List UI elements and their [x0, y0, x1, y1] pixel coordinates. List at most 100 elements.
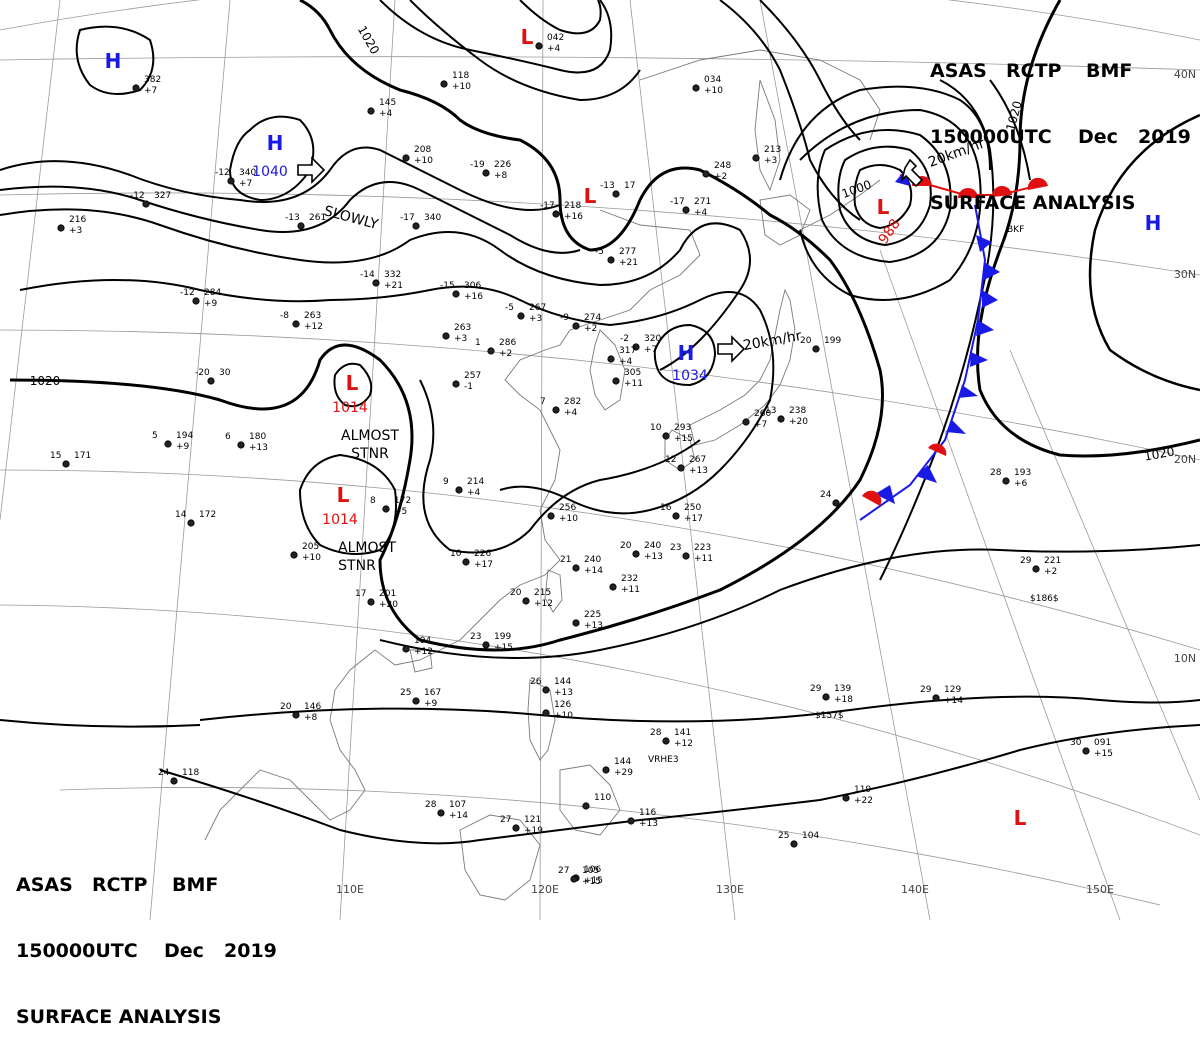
central-pressure-value: 1034	[672, 368, 708, 384]
station-circle-icon	[193, 298, 199, 304]
station-tendency: +7	[754, 420, 767, 430]
station-tendency: +9	[204, 299, 218, 309]
movement-annotation: SLOWLY	[322, 203, 380, 233]
movement-annotation: ALMOST	[338, 540, 396, 556]
station-tendency: +4	[694, 208, 708, 218]
station-circle-icon	[58, 225, 64, 231]
movement-annotation: ALMOST	[341, 428, 399, 444]
station-pressure: 091	[1094, 738, 1111, 748]
station-pressure: 216	[69, 215, 86, 225]
station-tendency: +10	[302, 553, 321, 563]
header-title: SURFACE ANALYSIS	[930, 192, 1191, 214]
station-temperature: 16	[660, 503, 672, 513]
isobar-line	[380, 0, 611, 73]
station-circle-icon	[438, 810, 444, 816]
ship-callsign: $186$	[1030, 594, 1059, 604]
station-circle-icon	[778, 416, 784, 422]
header-time: 150000UTC	[16, 940, 164, 962]
station-circle-icon	[1083, 748, 1089, 754]
station-temperature: -20	[195, 368, 210, 378]
station-pressure: 306	[464, 281, 481, 291]
station-pressure: 218	[564, 201, 581, 211]
station-pressure: 332	[384, 270, 401, 280]
header-product: BMF	[1086, 60, 1132, 82]
station-pressure: 201	[379, 589, 396, 599]
station-tendency: +10	[452, 82, 471, 92]
station-plot: 144+29	[603, 757, 633, 778]
longitude-label: 150E	[1086, 883, 1114, 896]
station-circle-icon	[553, 211, 559, 217]
station-pressure: 126	[554, 700, 571, 710]
station-temperature: 12	[665, 455, 676, 465]
station-pressure: 214	[467, 477, 484, 487]
isobar-value-label: 1020	[1143, 445, 1176, 464]
station-pressure: 238	[789, 406, 806, 416]
station-temperature: 7	[540, 397, 546, 407]
station-circle-icon	[543, 687, 549, 693]
meridian-line	[0, 0, 60, 520]
station-tendency: +9	[424, 699, 438, 709]
station-pressure: 17	[624, 181, 635, 191]
station-circle-icon	[523, 598, 529, 604]
station-tendency: +8	[494, 171, 508, 181]
station-temperature: -13	[285, 213, 300, 223]
station-plot: 257-1	[453, 371, 481, 392]
station-temperature: 25	[778, 831, 789, 841]
station-pressure: 340	[239, 168, 256, 178]
station-circle-icon	[383, 506, 389, 512]
station-circle-icon	[1003, 478, 1009, 484]
station-temperature: 24	[158, 768, 170, 778]
low-pressure-center: L	[584, 184, 597, 208]
high-pressure-center: H	[105, 49, 122, 73]
station-pressure: 225	[584, 610, 601, 620]
station-plot: 145+4	[368, 98, 396, 119]
isobar-line	[10, 0, 883, 650]
station-pressure: 118	[182, 768, 199, 778]
movement-annotation: STNR	[338, 558, 376, 574]
station-tendency: +11	[621, 585, 640, 595]
station-pressure: 205	[302, 542, 319, 552]
station-tendency: +21	[384, 281, 403, 291]
central-pressure-value: 1014	[322, 512, 358, 528]
isobar-line	[420, 380, 700, 553]
station-pressure: 248	[714, 161, 731, 171]
station-temperature: -17	[670, 197, 685, 207]
station-tendency: +8	[304, 713, 318, 723]
station-pressure: 240	[644, 541, 661, 551]
header-year: 2019	[224, 940, 277, 962]
station-temperature: -19	[470, 160, 485, 170]
station-pressure: 261	[309, 213, 326, 223]
station-pressure: 30	[219, 368, 231, 378]
latitude-label: 20N	[1174, 453, 1196, 466]
station-temperature: 15	[50, 451, 61, 461]
latitude-label: 30N	[1174, 268, 1196, 281]
station-circle-icon	[608, 257, 614, 263]
low-marker: L	[584, 184, 597, 208]
station-circle-icon	[441, 81, 447, 87]
station-pressure: 263	[454, 323, 471, 333]
central-pressure-value: 1040	[252, 164, 288, 180]
station-circle-icon	[483, 170, 489, 176]
station-plot: 119+22	[843, 785, 873, 806]
cold-front-barb	[946, 420, 966, 434]
movement-arrow	[298, 158, 324, 182]
station-circle-icon	[208, 378, 214, 384]
station-circle-icon	[298, 223, 304, 229]
low-marker: L	[337, 483, 350, 507]
station-pressure: 274	[584, 313, 601, 323]
station-temperature: 29	[1020, 556, 1032, 566]
station-temperature: 20	[800, 336, 812, 346]
station-tendency: +11	[624, 379, 643, 389]
station-temperature: -15	[440, 281, 455, 291]
station-circle-icon	[753, 155, 759, 161]
station-tendency: +7	[644, 345, 657, 355]
station-circle-icon	[663, 738, 669, 744]
